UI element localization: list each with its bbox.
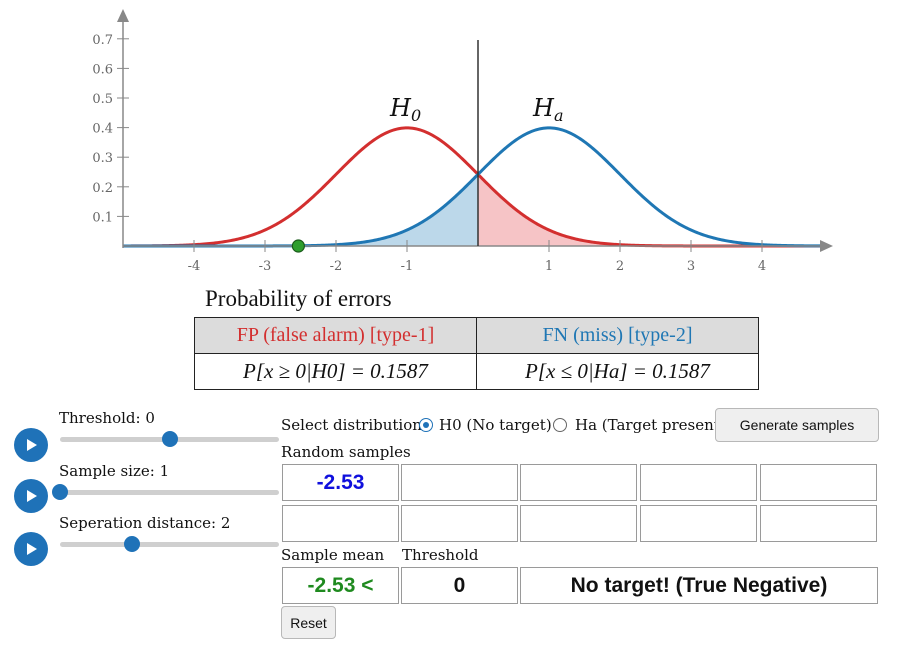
fp-header: FP (false alarm) [type-1] bbox=[194, 317, 477, 354]
sample-point bbox=[291, 239, 305, 253]
threshold-play-button[interactable] bbox=[14, 428, 48, 462]
separation-slider-label: Seperation distance: 2 bbox=[59, 514, 231, 532]
fp-area bbox=[478, 174, 830, 246]
ha-option-label[interactable]: Ha (Target present) bbox=[575, 416, 726, 434]
sample-cell: -2.53 bbox=[282, 464, 399, 501]
y-tick-label: 0.4 bbox=[92, 122, 113, 137]
sample-size-slider-label: Sample size: 1 bbox=[59, 462, 170, 480]
errors-table: FP (false alarm) [type-1] FN (miss) [typ… bbox=[194, 317, 759, 390]
threshold-slider-row: Threshold: 0 bbox=[14, 408, 284, 462]
sample-mean-label: Sample mean bbox=[281, 546, 385, 564]
separation-slider-row: Seperation distance: 2 bbox=[14, 513, 284, 566]
sample-cell bbox=[520, 505, 637, 542]
sample-cell bbox=[401, 505, 518, 542]
errors-title: Probability of errors bbox=[205, 286, 392, 311]
h0-radio[interactable] bbox=[419, 418, 433, 432]
x-tick-label: 2 bbox=[616, 259, 624, 274]
separation-play-button[interactable] bbox=[14, 532, 48, 566]
sample-cell bbox=[760, 505, 877, 542]
distribution-plot: 0.7 0.6 0.5 0.4 0.3 0.2 0.1 -4 -3 -2 -1 1 2 3 4 H0 Ha bbox=[92, 9, 833, 274]
reset-button[interactable]: Reset bbox=[281, 606, 336, 639]
sample-size-slider-row: Sample size: 1 bbox=[14, 461, 284, 513]
separation-slider-track[interactable] bbox=[60, 536, 279, 552]
separation-slider-thumb[interactable] bbox=[124, 536, 141, 552]
y-tick-label: 0.5 bbox=[92, 92, 113, 107]
threshold-slider-thumb[interactable] bbox=[161, 431, 178, 447]
fn-header: FN (miss) [type-2] bbox=[476, 317, 759, 354]
y-tick-label: 0.2 bbox=[92, 181, 113, 196]
x-tick-label: 1 bbox=[545, 259, 553, 274]
fn-area bbox=[123, 174, 478, 246]
sample-cell bbox=[401, 464, 518, 501]
x-tick-label: 4 bbox=[758, 259, 766, 274]
y-tick-label: 0.3 bbox=[92, 151, 113, 166]
x-axis-arrow bbox=[820, 240, 833, 252]
h0-label: H0 bbox=[389, 94, 421, 125]
random-samples-label: Random samples bbox=[281, 443, 411, 461]
ha-radio[interactable] bbox=[553, 418, 567, 432]
fn-formula: P[x ≤ 0|Ha] = 0.1587 bbox=[476, 353, 759, 390]
threshold-value-label: Threshold bbox=[402, 546, 479, 564]
generate-samples-button[interactable]: Generate samples bbox=[715, 408, 879, 442]
sample-cell bbox=[640, 505, 757, 542]
x-tick-label: 3 bbox=[687, 259, 695, 274]
y-axis-arrow bbox=[117, 9, 129, 22]
sample-mean-value: -2.53 < bbox=[282, 567, 399, 604]
decision-result: No target! (True Negative) bbox=[520, 567, 878, 604]
y-tick-label: 0.1 bbox=[92, 210, 113, 225]
x-tick-label: -3 bbox=[259, 259, 272, 274]
y-tick-label: 0.6 bbox=[92, 62, 113, 77]
threshold-value: 0 bbox=[401, 567, 518, 604]
y-tick-label: 0.7 bbox=[92, 33, 113, 48]
sample-size-slider-track[interactable] bbox=[52, 484, 279, 500]
sample-cell bbox=[282, 505, 399, 542]
x-tick-label: -1 bbox=[401, 259, 414, 274]
sample-size-slider-thumb[interactable] bbox=[52, 484, 68, 500]
threshold-slider-track[interactable] bbox=[60, 431, 279, 447]
sample-cell bbox=[520, 464, 637, 501]
threshold-slider-label: Threshold: 0 bbox=[59, 409, 155, 427]
ha-label: Ha bbox=[532, 94, 563, 125]
select-distribution-label: Select distribution bbox=[281, 416, 422, 434]
h0-option-label[interactable]: H0 (No target) bbox=[439, 416, 552, 434]
x-tick-label: -2 bbox=[330, 259, 343, 274]
sample-cell bbox=[760, 464, 877, 501]
sample-size-play-button[interactable] bbox=[14, 479, 48, 513]
x-tick-label: -4 bbox=[188, 259, 201, 274]
fp-formula: P[x ≥ 0|H0] = 0.1587 bbox=[194, 353, 477, 390]
sample-cell bbox=[640, 464, 757, 501]
